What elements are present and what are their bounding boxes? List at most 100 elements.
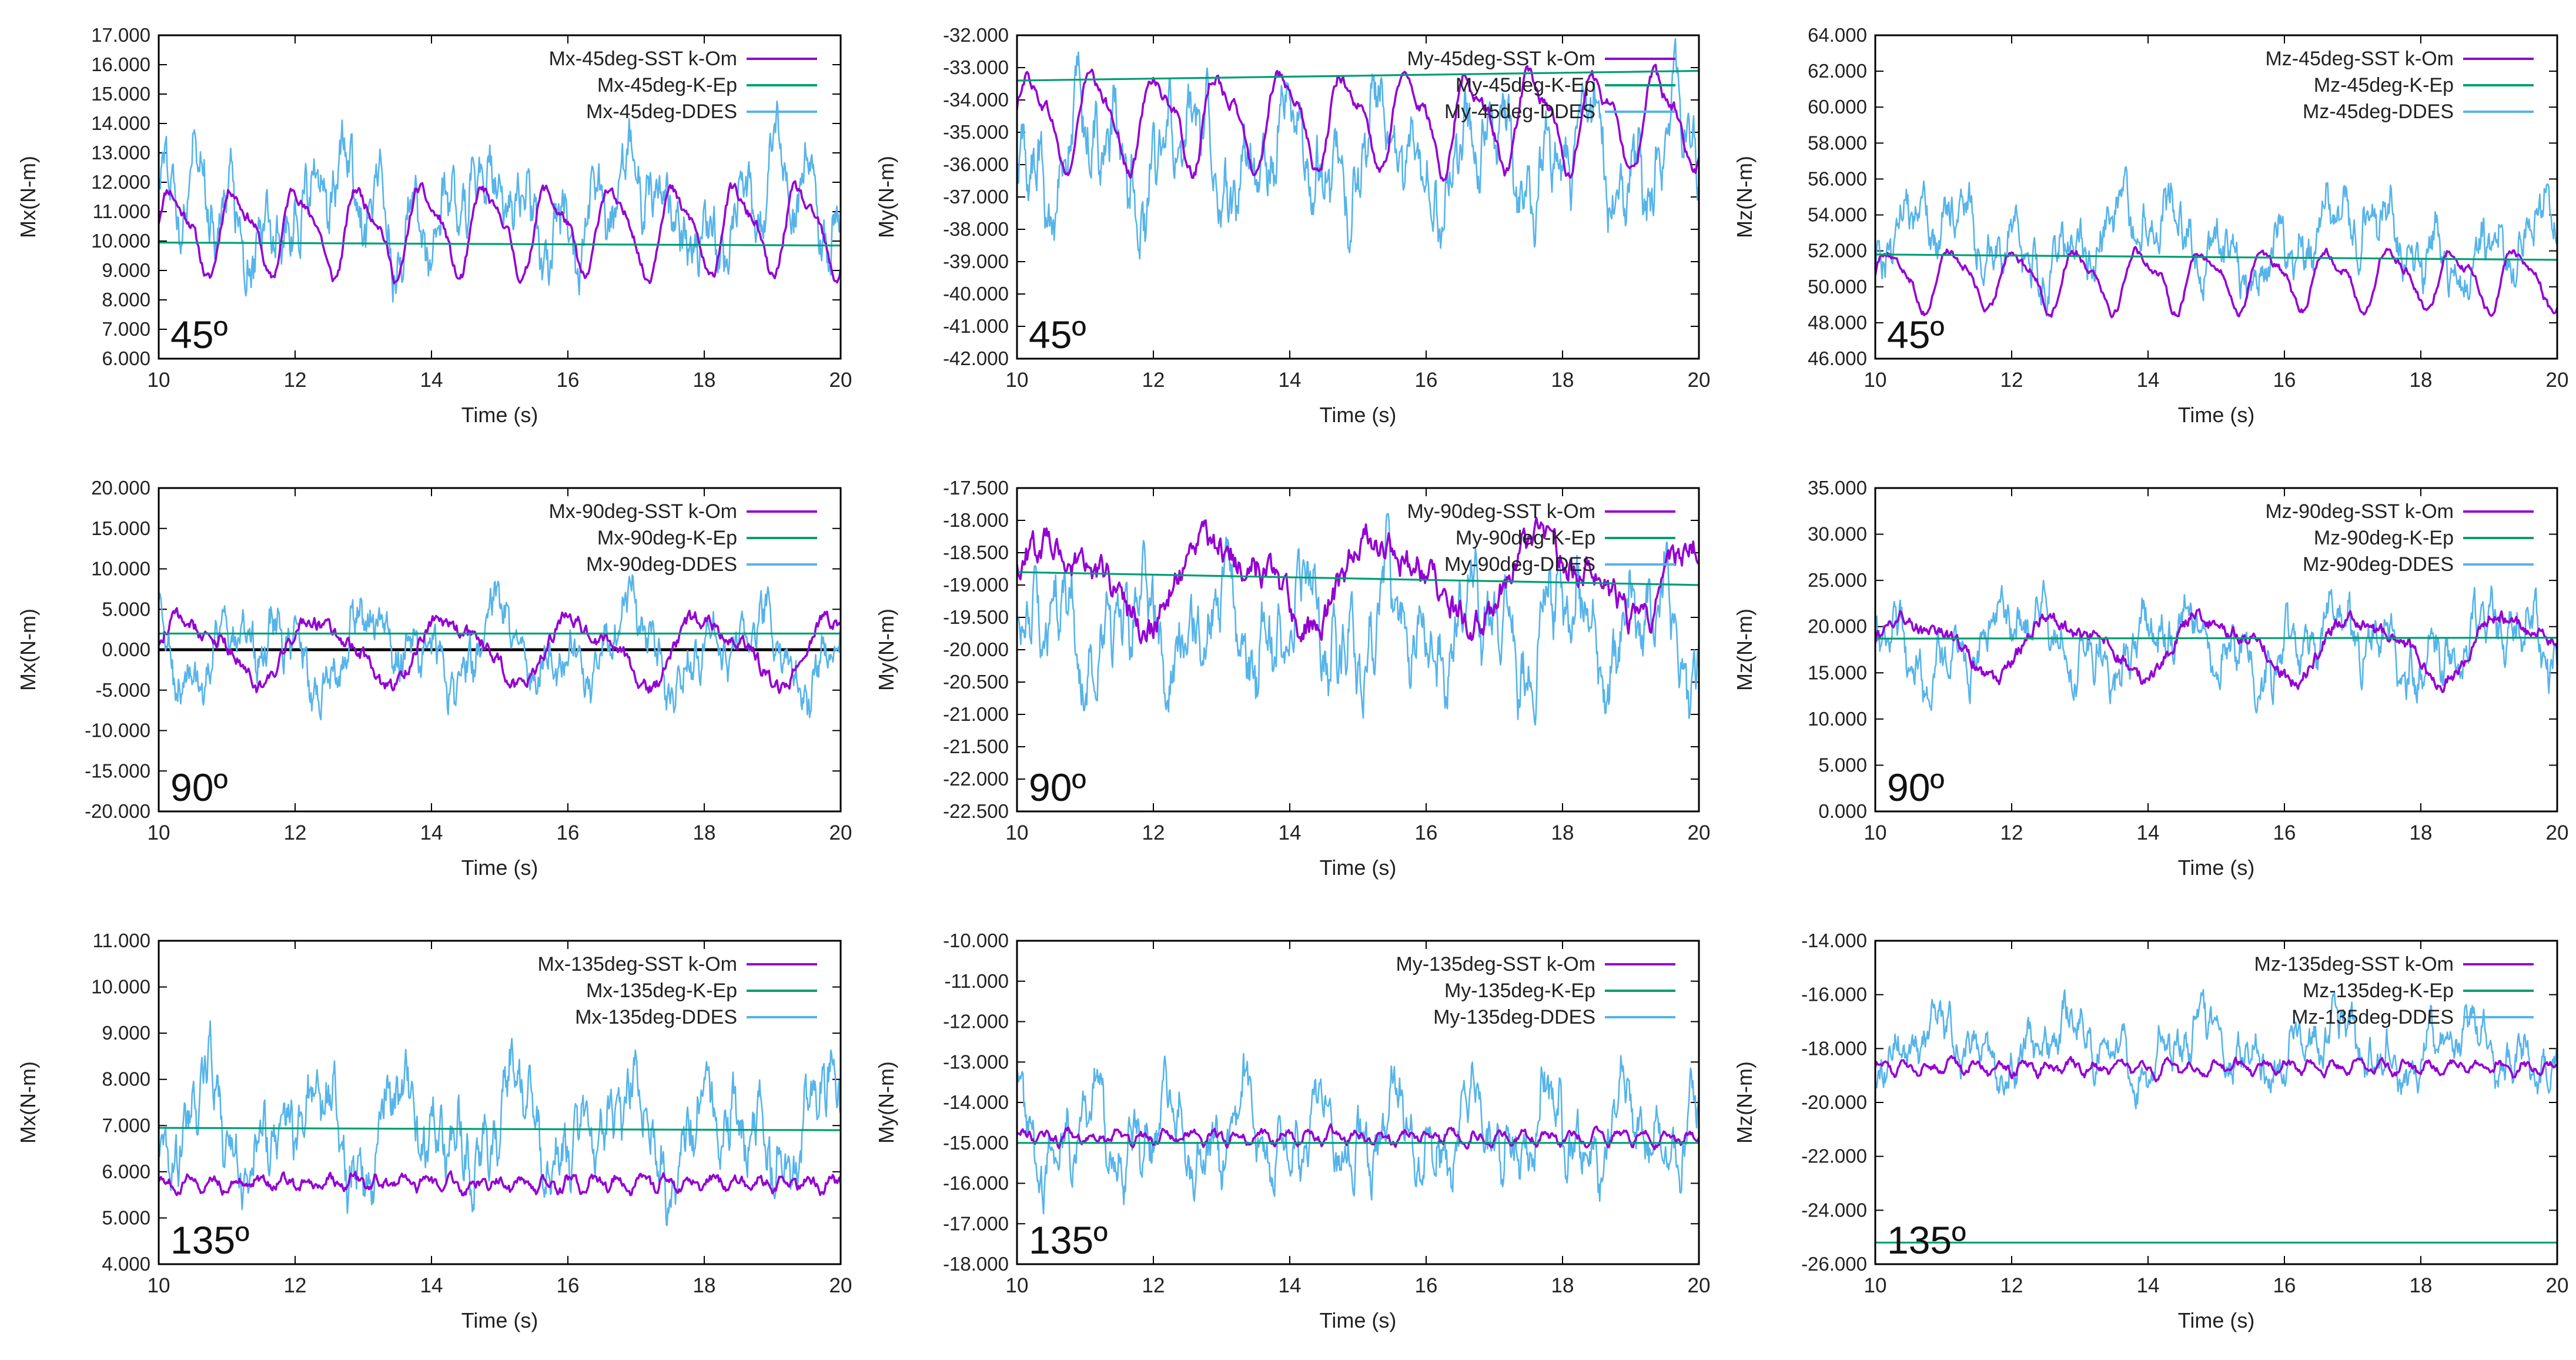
x-tick-label: 20: [1688, 369, 1711, 392]
y-tick-label: -35.000: [943, 121, 1009, 143]
legend-entry: Mx-45deg-SST k-Om: [548, 48, 737, 70]
y-tick-label: 20.000: [91, 477, 150, 499]
legend-entry: Mz-45deg-DDES: [2303, 101, 2454, 123]
y-tick-label: -40.000: [943, 283, 1009, 305]
y-tick-label: -36.000: [943, 153, 1009, 175]
x-tick-label: 12: [284, 821, 307, 844]
x-tick-label: 16: [1415, 369, 1438, 392]
x-tick-label: 10: [1006, 369, 1029, 392]
angle-label: 90º: [1029, 766, 1086, 809]
x-tick-label: 18: [1551, 1274, 1574, 1297]
x-tick-label: 18: [693, 821, 716, 844]
y-axis-label: My(N-m): [874, 156, 898, 238]
x-tick-label: 14: [420, 369, 443, 392]
x-axis-label: Time (s): [461, 403, 538, 427]
legend-entry: Mx-45deg-DDES: [586, 101, 737, 123]
y-tick-label: 10.000: [91, 976, 150, 998]
x-axis-label: Time (s): [1320, 403, 1397, 427]
y-axis-label: Mz(N-m): [1732, 609, 1757, 691]
y-tick-label: 5.000: [102, 1207, 150, 1228]
y-tick-label: -18.000: [1801, 1037, 1867, 1059]
x-tick-label: 12: [2000, 821, 2023, 844]
plot-frame: [1016, 487, 1700, 813]
x-tick-label: 12: [1142, 369, 1165, 392]
x-tick-label: 20: [829, 1274, 852, 1297]
y-tick-label: -38.000: [943, 218, 1009, 240]
x-axis-label: Time (s): [2178, 856, 2255, 880]
y-tick-label: -16.000: [1801, 984, 1867, 1005]
y-tick-label: -33.000: [943, 56, 1009, 78]
y-tick-label: 56.000: [1808, 168, 1867, 189]
y-tick-label: -42.000: [943, 347, 1009, 369]
x-tick-label: 12: [284, 1274, 307, 1297]
y-tick-label: -20.000: [1801, 1091, 1867, 1113]
x-tick-label: 14: [2137, 369, 2160, 392]
legend-entry: Mz-135deg-K-Ep: [2303, 980, 2454, 1002]
legend-entry: My-45deg-SST k-Om: [1407, 48, 1595, 70]
y-tick-label: 46.000: [1808, 347, 1867, 369]
y-tick-label: 14.000: [91, 112, 150, 134]
plot-frame: [158, 34, 842, 360]
x-tick-label: 20: [2546, 369, 2569, 392]
y-tick-label: -10.000: [943, 930, 1009, 951]
y-tick-label: 35.000: [1808, 477, 1867, 499]
y-tick-label: -20.000: [85, 800, 150, 822]
legend-entry: Mx-135deg-K-Ep: [586, 980, 737, 1002]
y-tick-label: -37.000: [943, 186, 1009, 208]
angle-label: 45º: [1887, 313, 1945, 356]
y-tick-label: 10.000: [91, 558, 150, 580]
legend-entry: Mz-90deg-SST k-Om: [2265, 500, 2454, 523]
x-tick-label: 20: [2546, 821, 2569, 844]
y-tick-label: -21.500: [943, 736, 1009, 757]
legend-entry: Mx-90deg-DDES: [586, 553, 737, 576]
y-tick-label: 52.000: [1808, 240, 1867, 262]
chart-panel-3: 46.000 48.000 50.000 52.000 54.000 56.000 58.0…: [1732, 24, 2569, 427]
x-tick-label: 10: [148, 821, 170, 844]
chart-panel-6: 0.000 5.000 10.000 15.000 20.000 25.000 30.000…: [1732, 477, 2569, 880]
x-tick-label: 10: [1864, 369, 1887, 392]
legend-entry: Mz-90deg-DDES: [2303, 553, 2454, 576]
x-tick-label: 16: [2273, 821, 2296, 844]
y-tick-label: -10.000: [85, 720, 150, 741]
chart-panel-5: -22.500 -22.000 -21.500 -21.000 -20.500 -20.0…: [874, 477, 1710, 880]
x-axis-label: Time (s): [2178, 1308, 2255, 1332]
y-tick-label: -12.000: [943, 1011, 1009, 1032]
y-tick-label: -17.000: [943, 1212, 1009, 1234]
plot-frame: [1874, 487, 2558, 813]
y-tick-label: 54.000: [1808, 204, 1867, 226]
series-line-sst: [159, 607, 841, 694]
chart-panel-4: -20.000 -15.000 -10.000 -5.000 0.000 5.000 10.…: [16, 477, 852, 880]
y-tick-label: 25.000: [1808, 569, 1867, 591]
x-tick-label: 14: [1279, 821, 1302, 844]
series-line-ddes: [1875, 166, 2557, 317]
x-tick-label: 18: [693, 1274, 716, 1297]
y-tick-label: -5.000: [95, 679, 150, 701]
angle-label: 135º: [170, 1218, 249, 1262]
x-tick-label: 10: [148, 1274, 170, 1297]
x-tick-label: 18: [2410, 369, 2433, 392]
y-tick-label: -22.000: [943, 768, 1009, 790]
y-tick-label: 16.000: [91, 54, 150, 75]
series-line-sst: [1017, 1123, 1699, 1151]
x-tick-label: 12: [1142, 1274, 1165, 1297]
y-tick-label: 58.000: [1808, 132, 1867, 153]
legend-entry: Mz-90deg-K-Ep: [2314, 527, 2454, 549]
legend-entry: Mx-135deg-SST k-Om: [538, 953, 737, 975]
y-tick-label: -14.000: [1801, 930, 1867, 951]
series-line-kep: [1017, 571, 1699, 586]
series-line-kep: [1875, 253, 2557, 261]
chart-panel-2: -42.000 -41.000 -40.000 -39.000 -38.000 -37.0…: [874, 24, 1711, 427]
angle-label: 45º: [1029, 313, 1086, 356]
y-axis-label: Mx(N-m): [16, 1061, 40, 1144]
series-line-ddes: [1875, 988, 2557, 1110]
y-tick-label: -22.500: [943, 800, 1009, 822]
x-axis-label: Time (s): [461, 856, 538, 880]
y-tick-label: -16.000: [943, 1172, 1009, 1194]
x-tick-label: 14: [420, 1274, 443, 1297]
y-tick-label: 12.000: [91, 171, 150, 193]
y-tick-label: 0.000: [1818, 800, 1867, 822]
series-line-ddes: [159, 101, 841, 303]
x-tick-label: 14: [1279, 369, 1302, 392]
series-line-sst: [159, 180, 841, 285]
